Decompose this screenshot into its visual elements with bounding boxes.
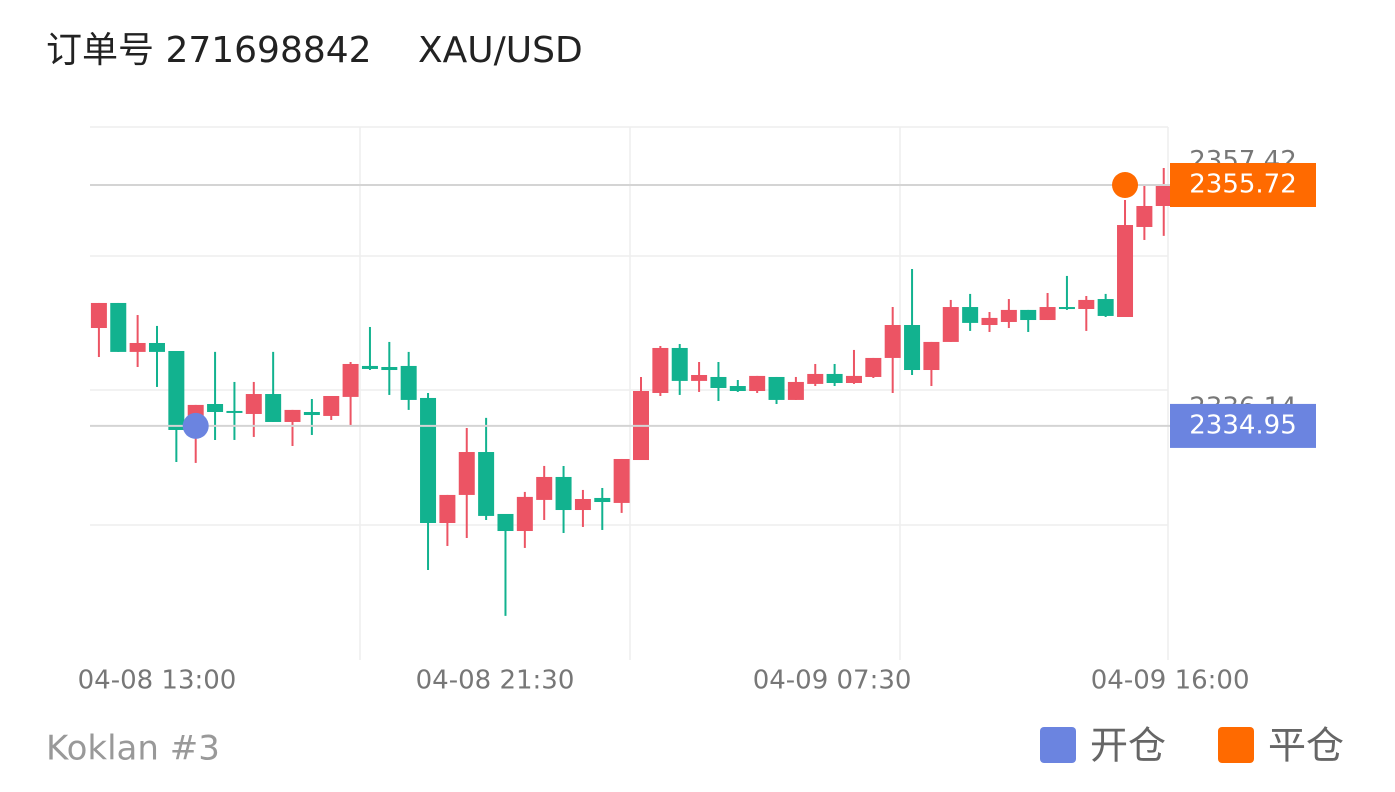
x-tick-label: 04-08 13:00 — [78, 666, 237, 696]
candle-body — [148, 342, 165, 352]
candle-body — [845, 375, 862, 384]
candle-body — [555, 476, 572, 511]
candle-body — [613, 458, 630, 503]
candle-body — [168, 350, 185, 430]
candle-body — [1097, 299, 1114, 316]
candle-body — [749, 375, 766, 392]
candle-body — [245, 394, 262, 414]
price-badge-label: 2355.72 — [1189, 169, 1297, 199]
candle-body — [865, 357, 882, 377]
candle-body — [962, 307, 979, 323]
candle-body — [594, 497, 611, 503]
candle-body — [768, 376, 785, 400]
candle-body — [787, 381, 804, 400]
legend-swatch — [1040, 727, 1076, 763]
trade-marker — [182, 412, 209, 439]
price-badge — [1170, 403, 1316, 448]
candle-body — [536, 476, 553, 500]
candle-body — [207, 403, 224, 413]
candle-body — [420, 397, 437, 524]
candle-body — [284, 409, 301, 422]
candle-body — [1058, 307, 1075, 310]
candle-body — [884, 325, 901, 358]
candle-body — [458, 452, 475, 495]
candle-body — [671, 347, 688, 381]
candle-body — [516, 496, 533, 532]
candle-body — [400, 365, 417, 400]
candle-body — [1039, 307, 1056, 321]
candle-body — [1078, 299, 1095, 309]
candle-body — [342, 363, 359, 397]
trade-marker — [1112, 171, 1139, 198]
candle-body — [729, 386, 746, 392]
x-tick-label: 04-09 07:30 — [753, 666, 912, 696]
candle-body — [497, 513, 514, 532]
price-badge — [1170, 162, 1316, 207]
candle-body — [574, 498, 591, 511]
candle-body — [652, 347, 669, 393]
candle-body — [710, 376, 727, 388]
candle-body — [1020, 309, 1037, 321]
candle-body — [129, 342, 146, 352]
candle-body — [110, 302, 127, 352]
candle-body — [381, 366, 398, 371]
symbol: XAU/USD — [418, 30, 583, 71]
candle-body — [323, 395, 340, 416]
price-badge-label: 2334.95 — [1189, 410, 1297, 440]
candle-body — [265, 394, 282, 422]
candle-body — [807, 373, 824, 384]
candle-body — [439, 494, 456, 524]
candle-body — [361, 365, 378, 369]
candle-body — [826, 373, 843, 384]
candle-body — [303, 412, 320, 416]
order-title: 订单号 271698842 — [46, 30, 372, 71]
candle-body — [1155, 184, 1172, 206]
candle-body — [1136, 205, 1153, 227]
legend-label: 开仓 — [1090, 724, 1166, 768]
x-tick-label: 04-08 21:30 — [416, 666, 575, 696]
grid — [90, 126, 1169, 660]
candle-body — [1117, 225, 1134, 318]
candle-body — [226, 410, 243, 413]
candle-body — [691, 374, 708, 381]
candle-body — [478, 452, 495, 516]
source: Koklan #3 — [46, 729, 220, 769]
candle-body — [942, 307, 959, 342]
legend-label: 平仓 — [1268, 724, 1344, 768]
legend-swatch — [1218, 727, 1254, 763]
candle-body — [90, 302, 107, 329]
candle-body — [981, 317, 998, 326]
candle-body — [923, 341, 940, 371]
candle-body — [904, 325, 921, 371]
x-tick-label: 04-09 16:00 — [1091, 666, 1250, 696]
candle-body — [1000, 309, 1017, 322]
